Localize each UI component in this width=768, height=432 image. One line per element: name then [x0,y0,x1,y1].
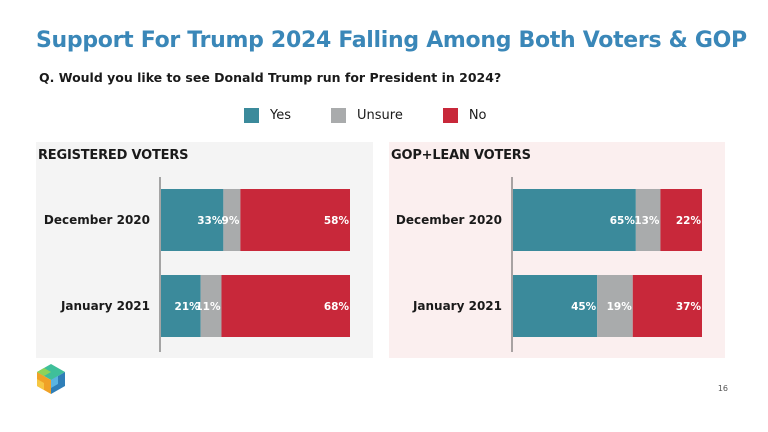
legend-swatch-unsure [331,108,346,123]
bar-yes-december-2020 [161,189,224,251]
panel-title-gop-lean-voters: GOP+LEAN VOTERS [391,148,531,163]
chart-legend: Yes Unsure No [244,108,487,123]
registered-voters-panel: REGISTERED VOTERS December 2020 33% 9% 58% J… [36,142,373,358]
legend-label-no: No [468,108,487,123]
survey-question: Q. Would you like to see Donald Trump ru… [39,70,502,85]
category-label: January 2021 [412,299,502,313]
data-label-yes-january-2021: 45% [571,301,597,313]
bar-no-december-2020 [240,189,350,251]
data-label-no-january-2021: 68% [324,301,350,313]
category-label: December 2020 [44,213,150,227]
panel-title-registered-voters: REGISTERED VOTERS [38,148,189,163]
page-number: 16 [717,384,728,393]
legend-label-unsure: Unsure [357,108,403,123]
bar-yes-december-2020 [513,189,636,251]
data-label-unsure-january-2021: 19% [607,301,633,313]
data-label-unsure-december-2020: 13% [634,215,660,227]
bar-unsure-december-2020 [223,189,241,251]
registered-voters-chart: December 2020 33% 9% 58% January 2021 21%11% 6… [44,177,350,352]
company-logo-icon [37,364,65,394]
page-title: Support For Trump 2024 Falling Among Bot… [36,28,747,53]
legend-item-no: No [442,108,487,123]
legend-label-yes: Yes [270,108,291,123]
bar-unsure-january-2021 [200,275,222,337]
category-label: January 2021 [60,299,150,313]
gop-lean-voters-chart: December 2020 65% 13% 22% January 2021 45% 19%… [396,177,702,352]
legend-swatch-no [442,108,458,123]
data-label-no-december-2020: 22% [676,215,702,227]
data-label-yes-december-2020: 33% [197,215,223,227]
data-label-unsure-december-2020: 9% [222,215,240,227]
legend-item-unsure: Unsure [331,108,403,123]
category-label: December 2020 [396,213,502,227]
data-label-no-december-2020: 58% [324,215,350,227]
bar-yes-january-2021 [513,275,598,337]
legend-swatch-yes [244,108,259,123]
bar-no-january-2021 [221,275,350,337]
bar-unsure-december-2020 [635,189,661,251]
data-label-yes-january-2021: 21% [175,301,201,313]
bar-yes-january-2021 [161,275,201,337]
bar-unsure-january-2021 [597,275,633,337]
bar-no-january-2021 [632,275,702,337]
data-label-no-january-2021: 37% [676,301,702,313]
legend-item-yes: Yes [244,108,291,123]
bar-no-december-2020 [660,189,702,251]
gop-lean-voters-panel: GOP+LEAN VOTERS December 2020 65% 13% 22% Ja… [389,142,725,358]
data-label-unsure-january-2021: 11% [195,301,221,313]
data-label-yes-december-2020: 65% [610,215,636,227]
